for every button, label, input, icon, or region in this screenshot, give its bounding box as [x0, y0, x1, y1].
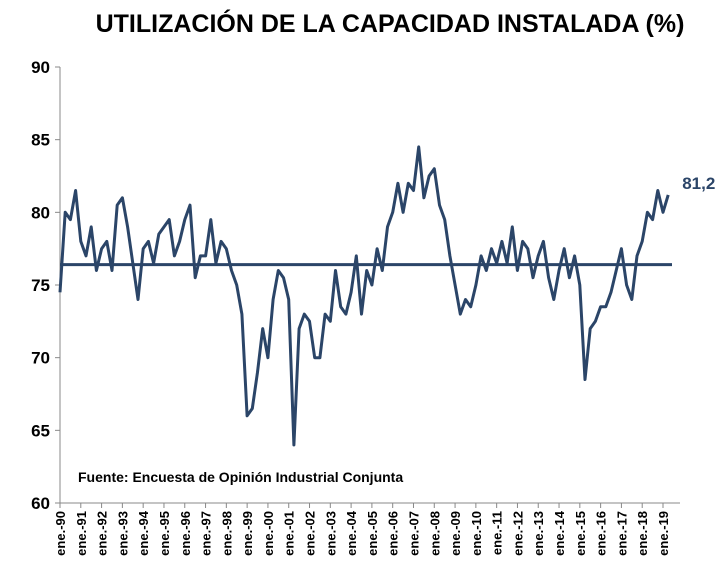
x-tick-label: ene.-06 [386, 511, 401, 556]
x-tick-label: ene.-07 [406, 511, 421, 556]
x-tick-label: ene.-05 [365, 511, 380, 556]
x-tick-label: ene.-13 [531, 511, 546, 556]
y-tick-label: 85 [31, 131, 50, 150]
x-tick-label: ene.-98 [219, 511, 234, 556]
x-tick-label: ene.-99 [240, 511, 255, 556]
x-tick-label: ene.-16 [594, 511, 609, 556]
x-tick-label: ene.-93 [115, 511, 130, 556]
x-tick-label: ene.-94 [136, 510, 151, 556]
x-tick-label: ene.-19 [656, 511, 671, 556]
x-tick-label: ene.-95 [157, 511, 172, 556]
y-tick-label: 80 [31, 203, 50, 222]
x-tick-label: ene.-03 [323, 511, 338, 556]
x-tick-label: ene.-17 [614, 511, 629, 556]
x-tick-label: ene.-90 [53, 511, 68, 556]
x-tick-label: ene.-04 [344, 510, 359, 556]
y-tick-label: 70 [31, 349, 50, 368]
x-tick-label: ene.-18 [635, 511, 650, 556]
x-tick-label: ene.-10 [469, 511, 484, 556]
value-label: 81,2 [682, 174, 715, 193]
data-line [58, 145, 670, 447]
source-note: Fuente: Encuesta de Opinión Industrial C… [78, 469, 403, 485]
x-tick-label: ene.-12 [510, 511, 525, 556]
x-tick-label: ene.-08 [427, 511, 442, 556]
x-tick-label: ene.-00 [261, 511, 276, 556]
x-tick-label: ene.-96 [178, 511, 193, 556]
y-tick-label: 75 [31, 276, 50, 295]
x-tick-label: ene.-09 [448, 511, 463, 556]
y-tick-label: 60 [31, 494, 50, 513]
x-tick-label: ene.-97 [199, 511, 214, 556]
x-tick-label: ene.-11 [490, 511, 505, 555]
x-tick-label: ene.-02 [303, 511, 318, 556]
y-tick-label: 90 [31, 58, 50, 77]
x-tick-label: ene.-01 [282, 511, 297, 556]
x-tick-label: ene.-14 [552, 510, 567, 556]
x-tick-label: ene.-15 [573, 511, 588, 556]
chart-title: UTILIZACIÓN DE LA CAPACIDAD INSTALADA (%… [96, 8, 685, 38]
y-tick-label: 65 [31, 421, 50, 440]
x-tick-label: ene.-92 [95, 511, 110, 556]
x-tick-label: ene.-91 [74, 511, 89, 556]
